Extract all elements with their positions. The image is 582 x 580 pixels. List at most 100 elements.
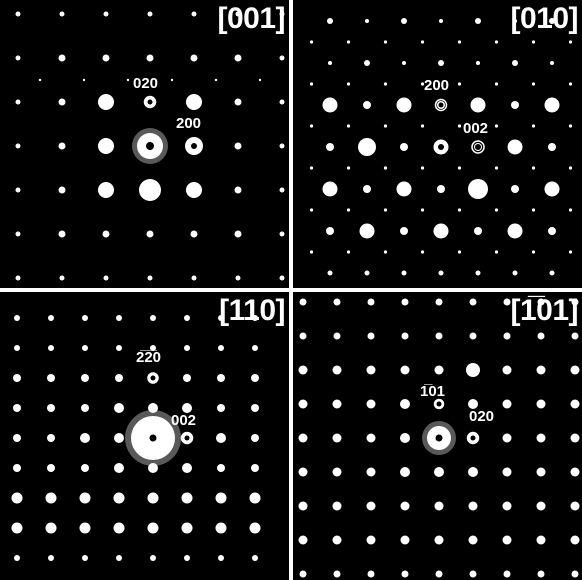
- faint-spot: [309, 82, 314, 86]
- diffraction-spot: [147, 11, 153, 17]
- diffraction-spot: [503, 298, 511, 306]
- diffraction-spot: [327, 18, 333, 24]
- diffraction-spot: [82, 345, 88, 351]
- diffraction-spot: [333, 570, 341, 578]
- diffraction-spot: [14, 315, 20, 321]
- faint-spot: [457, 124, 462, 128]
- diffraction-spot: [251, 404, 259, 412]
- diffraction-spot: [146, 230, 154, 238]
- diffraction-spot: [279, 143, 285, 149]
- diffraction-spot: [14, 555, 20, 561]
- diffraction-spot: [235, 275, 241, 281]
- diffraction-spot: [366, 399, 376, 409]
- diffraction-spot: [218, 555, 224, 561]
- diffraction-spot: [366, 467, 376, 477]
- diffraction-spot: [434, 501, 444, 511]
- diffraction-spot: [190, 54, 198, 62]
- diffraction-spot: [279, 11, 285, 17]
- faint-spot: [568, 82, 573, 86]
- faint-spot: [346, 82, 351, 86]
- diffraction-spot: [82, 315, 88, 321]
- diffraction-spot: [570, 433, 580, 443]
- diffraction-spot: [400, 365, 410, 375]
- diffraction-spot: [332, 399, 342, 409]
- diffraction-spot: [103, 275, 109, 281]
- diffraction-spot: [234, 142, 242, 150]
- diffraction-spot: [512, 270, 518, 276]
- diffraction-spot: [396, 181, 412, 197]
- faint-spot: [457, 250, 462, 254]
- diffraction-panel-001: [001] 020 200: [0, 0, 289, 288]
- diffraction-spot: [298, 399, 308, 409]
- diffraction-spot: [570, 467, 580, 477]
- diffraction-spot: [468, 467, 478, 477]
- faint-spot: [82, 78, 86, 82]
- diffraction-spot: [98, 94, 114, 110]
- diffraction-spot: [15, 143, 21, 149]
- faint-spot: [346, 166, 351, 170]
- diffraction-spot: [502, 467, 512, 477]
- faint-spot: [346, 208, 351, 212]
- diffraction-spot: [468, 179, 488, 199]
- diffraction-spot: [181, 492, 193, 504]
- diffraction-spot: [47, 434, 55, 442]
- diffraction-spot: [299, 332, 307, 340]
- diffraction-spot: [544, 181, 560, 197]
- diffraction-spot: [571, 298, 579, 306]
- diffraction-spot: [252, 345, 258, 351]
- faint-spot: [457, 40, 462, 44]
- diffraction-spot: [103, 11, 109, 17]
- diffraction-spot: [59, 11, 65, 17]
- diffraction-spot: [215, 492, 227, 504]
- spot-marker-ring: [432, 431, 446, 445]
- spot-marker-ring: [147, 372, 159, 384]
- faint-spot: [457, 208, 462, 212]
- diffraction-spot: [513, 19, 517, 23]
- faint-spot: [494, 40, 499, 44]
- diffraction-spot: [536, 399, 546, 409]
- diffraction-spot: [322, 97, 338, 113]
- diffraction-spot: [332, 467, 342, 477]
- spot-marker-ring: [187, 139, 201, 153]
- diffraction-spot: [400, 143, 408, 151]
- diffraction-spot: [366, 433, 376, 443]
- faint-spot: [383, 40, 388, 44]
- diffraction-spot: [400, 467, 410, 477]
- spot-pattern-110: [11, 315, 261, 561]
- faint-spot: [420, 208, 425, 212]
- diffraction-spot: [365, 19, 369, 23]
- diffraction-spot: [503, 332, 511, 340]
- diffraction-spot: [58, 98, 66, 106]
- diffraction-spot: [13, 404, 21, 412]
- diffraction-spot: [249, 522, 261, 534]
- faint-spot: [346, 124, 351, 128]
- diffraction-spot: [435, 332, 443, 340]
- spot-center-mark: [149, 434, 157, 442]
- diffraction-spot: [358, 138, 376, 156]
- diffraction-spot: [438, 60, 444, 66]
- diffraction-spot: [359, 223, 375, 239]
- diffraction-spot: [298, 535, 308, 545]
- diffraction-spot: [400, 433, 410, 443]
- diffraction-spot: [116, 315, 122, 321]
- diffraction-spot: [327, 270, 333, 276]
- diffraction-spot: [14, 345, 20, 351]
- diffraction-spot: [47, 374, 55, 382]
- faint-spot: [531, 250, 536, 254]
- diffraction-spot: [82, 555, 88, 561]
- diffraction-spot: [251, 434, 259, 442]
- diffraction-spot: [13, 374, 21, 382]
- index-label-200: 200: [424, 77, 450, 94]
- diffraction-spot: [367, 298, 375, 306]
- faint-spot: [494, 124, 499, 128]
- spot-center-mark: [470, 435, 476, 441]
- diffraction-spot: [367, 332, 375, 340]
- diffraction-spot: [150, 315, 156, 321]
- diffraction-spot: [512, 60, 518, 66]
- diffraction-spot: [252, 315, 258, 321]
- diffraction-spot: [11, 522, 23, 534]
- faint-spot: [170, 78, 174, 82]
- index-label-020: 020: [133, 75, 159, 92]
- diffraction-spot: [396, 97, 412, 113]
- index-label-200: 200: [176, 115, 202, 132]
